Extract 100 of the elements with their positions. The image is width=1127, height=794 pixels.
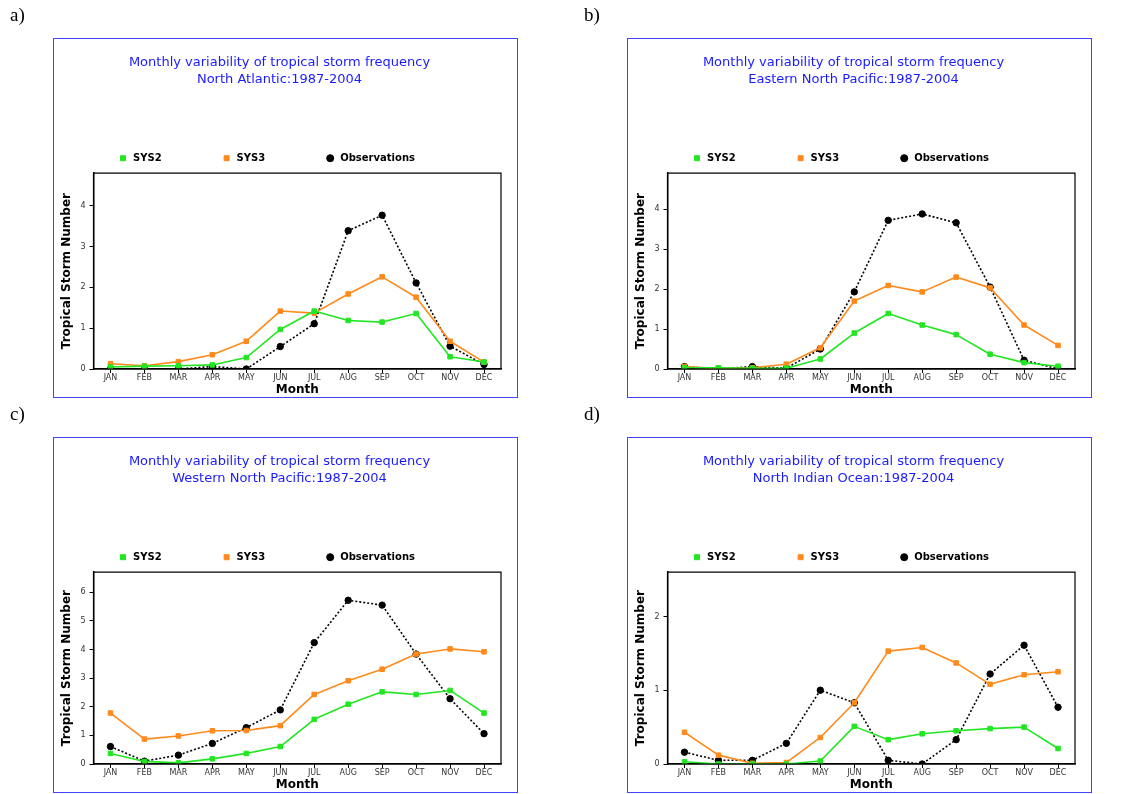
legend-label: SYS3 xyxy=(810,550,840,562)
legend-label: Observations xyxy=(340,151,415,163)
x-tick-label: APR xyxy=(778,372,795,382)
x-tick-label: JAN xyxy=(102,372,118,382)
y-tick-label: 1 xyxy=(654,685,660,695)
x-tick-label: JUN xyxy=(846,767,862,777)
x-tick-label: JUL xyxy=(880,767,896,777)
y-tick-label: 0 xyxy=(654,759,660,769)
x-tick-label: AUG xyxy=(913,372,931,382)
y-tick-label: 4 xyxy=(654,204,660,214)
legend-label: SYS3 xyxy=(236,550,266,562)
y-axis-title: Tropical Storm Number xyxy=(59,589,74,747)
y-tick-label: 0 xyxy=(80,364,86,374)
x-tick-label: OCT xyxy=(407,372,425,382)
text: a) xyxy=(10,4,25,26)
legend-label: SYS2 xyxy=(133,151,162,163)
legend-label: Observations xyxy=(914,151,989,163)
y-tick-label: 2 xyxy=(654,611,660,621)
chart-subtitle: Western North Pacific:1987-2004 xyxy=(172,469,387,485)
x-tick-label: AUG xyxy=(339,372,357,382)
x-tick-label: JAN xyxy=(676,767,692,777)
chart-title: Monthly variability of tropical storm frequency xyxy=(128,453,431,469)
chart-title: Monthly variability of tropical storm frequency xyxy=(702,453,1005,469)
x-axis-title: Month xyxy=(275,776,319,791)
x-tick-label: SEP xyxy=(948,372,964,382)
x-tick-label: JUL xyxy=(306,767,322,777)
text: c) xyxy=(10,403,25,425)
legend-label: SYS2 xyxy=(707,151,736,163)
y-tick-label: 1 xyxy=(80,323,86,333)
x-tick-label: JAN xyxy=(676,372,692,382)
x-tick-label: APR xyxy=(204,372,221,382)
text: b) xyxy=(584,4,600,26)
x-tick-label: AUG xyxy=(339,767,357,777)
y-tick-label: 5 xyxy=(80,615,86,625)
chart-subtitle: North Indian Ocean:1987-2004 xyxy=(752,469,955,485)
x-tick-label: NOV xyxy=(441,372,460,382)
x-tick-label: DEC xyxy=(1049,372,1067,382)
y-tick-label: 3 xyxy=(654,244,660,254)
x-tick-label: JUN xyxy=(272,372,288,382)
y-tick-label: 0 xyxy=(80,759,86,769)
legend-label: SYS3 xyxy=(810,151,840,163)
x-tick-label: MAY xyxy=(811,767,829,777)
x-tick-label: APR xyxy=(204,767,221,777)
x-tick-label: MAY xyxy=(237,372,255,382)
text: d) xyxy=(584,403,600,425)
chart-title: Monthly variability of tropical storm frequency xyxy=(128,54,431,70)
y-tick-label: 1 xyxy=(654,324,660,334)
x-tick-label: SEP xyxy=(374,372,390,382)
x-tick-label: FEB xyxy=(136,372,153,382)
x-tick-label: NOV xyxy=(1015,372,1034,382)
legend-label: Observations xyxy=(914,550,989,562)
legend-label: SYS3 xyxy=(236,151,266,163)
legend-label: SYS2 xyxy=(133,550,162,562)
x-tick-label: DEC xyxy=(475,767,493,777)
chart-subtitle: North Atlantic:1987-2004 xyxy=(196,70,363,86)
chart-subtitle: Eastern North Pacific:1987-2004 xyxy=(748,70,959,86)
x-tick-label: MAY xyxy=(237,767,255,777)
y-tick-label: 6 xyxy=(80,587,86,597)
x-tick-label: NOV xyxy=(1015,767,1034,777)
x-tick-label: OCT xyxy=(981,372,999,382)
x-tick-label: JUN xyxy=(846,372,862,382)
y-tick-label: 2 xyxy=(80,701,86,711)
x-tick-label: MAR xyxy=(169,767,188,777)
x-tick-label: MAR xyxy=(169,372,188,382)
y-tick-label: 2 xyxy=(80,282,86,292)
x-tick-label: SEP xyxy=(374,767,390,777)
x-tick-label: JUL xyxy=(306,372,322,382)
x-tick-label: AUG xyxy=(913,767,931,777)
x-tick-label: JUN xyxy=(272,767,288,777)
chart-title: Monthly variability of tropical storm frequency xyxy=(702,54,1005,70)
x-tick-label: APR xyxy=(778,767,795,777)
x-axis-title: Month xyxy=(849,776,893,791)
y-tick-label: 0 xyxy=(654,364,660,374)
x-tick-label: JUL xyxy=(880,372,896,382)
x-tick-label: NOV xyxy=(441,767,460,777)
y-axis-title: Tropical Storm Number xyxy=(633,589,648,747)
x-tick-label: FEB xyxy=(710,372,727,382)
y-tick-label: 1 xyxy=(80,730,86,740)
y-axis-title: Tropical Storm Number xyxy=(59,192,74,350)
y-tick-label: 4 xyxy=(80,200,86,210)
x-tick-label: MAY xyxy=(811,372,829,382)
x-axis-title: Month xyxy=(275,381,319,396)
y-tick-label: 3 xyxy=(80,673,86,683)
legend-label: SYS2 xyxy=(707,550,736,562)
x-tick-label: OCT xyxy=(981,767,999,777)
x-tick-label: FEB xyxy=(710,767,727,777)
x-tick-label: OCT xyxy=(407,767,425,777)
x-tick-label: FEB xyxy=(136,767,153,777)
x-tick-label: DEC xyxy=(1049,767,1067,777)
y-tick-label: 2 xyxy=(654,284,660,294)
x-tick-label: MAR xyxy=(743,767,762,777)
x-tick-label: DEC xyxy=(475,372,493,382)
y-tick-label: 4 xyxy=(80,644,86,654)
x-tick-label: JAN xyxy=(102,767,118,777)
legend-label: Observations xyxy=(340,550,415,562)
x-axis-title: Month xyxy=(849,381,893,396)
x-tick-label: SEP xyxy=(948,767,964,777)
y-axis-title: Tropical Storm Number xyxy=(633,192,648,350)
x-tick-label: MAR xyxy=(743,372,762,382)
y-tick-label: 3 xyxy=(80,241,86,251)
